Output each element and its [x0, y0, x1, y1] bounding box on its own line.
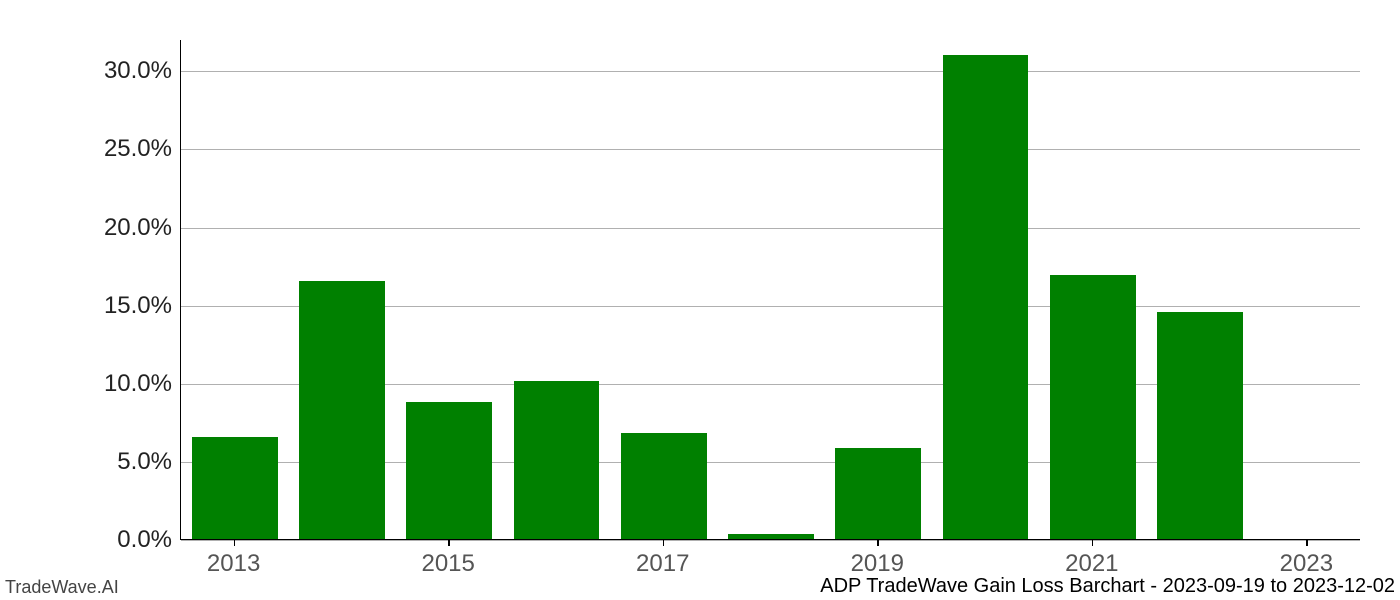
bar	[728, 534, 814, 539]
x-tick-label: 2023	[1280, 550, 1333, 578]
bar	[514, 381, 600, 539]
x-tick-mark	[234, 540, 236, 546]
x-tick-label: 2013	[207, 550, 260, 578]
footer-right-label: ADP TradeWave Gain Loss Barchart - 2023-…	[820, 575, 1395, 598]
bar	[192, 437, 278, 539]
y-tick-label: 30.0%	[104, 57, 172, 85]
x-tick-mark	[663, 540, 665, 546]
y-tick-label: 20.0%	[104, 214, 172, 242]
grid-line	[181, 540, 1360, 541]
chart-container	[180, 40, 1360, 540]
bar	[943, 55, 1029, 539]
x-tick-mark	[1092, 540, 1094, 546]
plot-area	[180, 40, 1360, 540]
x-tick-label: 2021	[1065, 550, 1118, 578]
x-tick-label: 2015	[421, 550, 474, 578]
grid-line	[181, 71, 1360, 72]
x-tick-mark	[1306, 540, 1308, 546]
x-tick-label: 2017	[636, 550, 689, 578]
bar	[1050, 275, 1136, 539]
x-tick-mark	[877, 540, 879, 546]
bar	[1157, 312, 1243, 539]
bar	[621, 433, 707, 539]
footer-left-label: TradeWave.AI	[5, 577, 119, 598]
y-tick-label: 25.0%	[104, 135, 172, 163]
y-tick-label: 5.0%	[117, 448, 172, 476]
y-tick-label: 0.0%	[117, 526, 172, 554]
bar	[299, 281, 385, 539]
y-tick-label: 15.0%	[104, 292, 172, 320]
grid-line	[181, 149, 1360, 150]
x-tick-mark	[448, 540, 450, 546]
bar	[835, 448, 921, 539]
x-tick-label: 2019	[851, 550, 904, 578]
grid-line	[181, 228, 1360, 229]
bar	[406, 402, 492, 540]
y-tick-label: 10.0%	[104, 370, 172, 398]
